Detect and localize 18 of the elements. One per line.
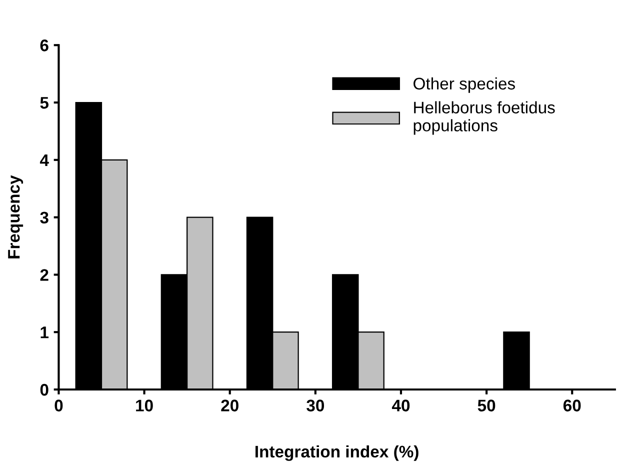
x-tick-label: 60 — [563, 400, 581, 412]
y-tick-label: 2 — [40, 269, 48, 281]
y-tick-label: 1 — [40, 326, 49, 338]
legend-label: Other species — [414, 77, 515, 93]
x-tick-label: 40 — [392, 400, 410, 412]
x-tick-label: 10 — [136, 400, 153, 412]
y-tick-label: 3 — [40, 212, 48, 224]
x-tick-label: 30 — [306, 400, 324, 412]
x-axis-title: Integration index (%) — [256, 445, 418, 461]
legend-label: Helleborus foetidus populations — [414, 101, 555, 135]
y-tick-label: 5 — [40, 97, 49, 109]
y-axis-title: Frequency — [8, 175, 24, 258]
x-tick-label: 20 — [221, 400, 238, 412]
x-tick-label: 50 — [478, 400, 496, 412]
x-tick-label: 0 — [54, 400, 63, 412]
y-tick-label: 0 — [40, 384, 48, 396]
y-tick-label: 4 — [40, 154, 49, 166]
y-tick-label: 6 — [40, 40, 48, 52]
